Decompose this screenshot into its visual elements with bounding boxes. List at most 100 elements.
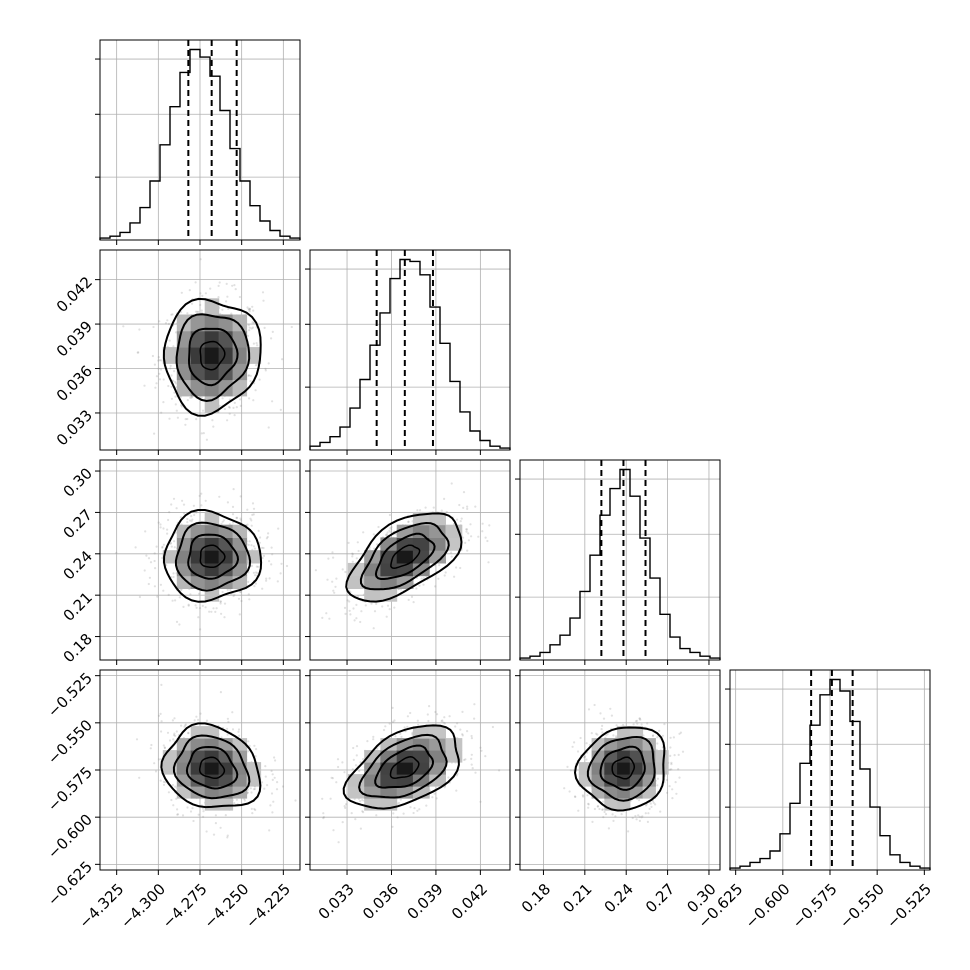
sample-point — [384, 725, 387, 728]
sample-point — [187, 603, 190, 606]
sample-point — [386, 604, 390, 607]
sample-point — [184, 723, 187, 726]
sample-point — [170, 397, 173, 400]
density-cell — [176, 347, 192, 364]
sample-point — [572, 769, 575, 772]
sample-point — [180, 724, 183, 727]
contour-0 — [199, 544, 226, 569]
sample-point — [634, 720, 638, 723]
sample-point — [155, 382, 158, 385]
density-cell — [176, 750, 192, 763]
sample-point — [377, 525, 380, 529]
sample-point — [372, 735, 375, 739]
sample-point — [461, 710, 464, 714]
sample-point — [226, 717, 229, 720]
sample-point — [226, 834, 229, 837]
contour-3 — [162, 297, 262, 417]
sample-point — [251, 321, 254, 324]
sample-point — [250, 791, 253, 794]
sample-point — [231, 505, 235, 508]
sample-point — [469, 523, 472, 526]
sample-point — [675, 792, 678, 795]
sample-point — [229, 588, 232, 592]
sample-point — [134, 546, 137, 549]
panel-2-1 — [305, 459, 511, 665]
sample-point — [180, 291, 183, 294]
sample-point — [473, 717, 476, 720]
density-cell — [604, 786, 618, 799]
density-cell — [380, 774, 398, 787]
sample-point — [375, 814, 378, 817]
sample-point — [231, 513, 235, 516]
density-cell — [380, 786, 398, 799]
sample-point — [586, 794, 589, 797]
density-cell — [396, 750, 414, 763]
sample-point — [189, 396, 192, 399]
x-tick-label: 0.27 — [642, 880, 678, 916]
sample-point — [261, 556, 264, 560]
sample-point — [250, 544, 253, 547]
sample-point — [614, 815, 617, 818]
sample-point — [172, 738, 175, 741]
sample-point — [184, 418, 187, 421]
sample-point — [265, 537, 268, 540]
density-cell — [204, 314, 220, 332]
panel-frame — [519, 669, 721, 871]
sample-point — [615, 724, 618, 727]
sample-point — [182, 605, 185, 609]
sample-point — [335, 577, 338, 580]
sample-point — [178, 623, 181, 626]
sample-point — [171, 599, 174, 602]
sample-point — [169, 367, 172, 370]
sample-point — [598, 807, 601, 811]
sample-point — [252, 545, 255, 548]
x-tick-label: −0.600 — [742, 880, 794, 932]
density-cell — [176, 314, 192, 332]
density-cell — [429, 524, 446, 538]
density-cell — [218, 798, 234, 811]
sample-point — [670, 761, 673, 764]
sample-point — [602, 800, 605, 803]
panel-3-2: 0.18 0.21 0.24 0.27 0.30 — [515, 669, 721, 916]
sample-point — [239, 519, 243, 522]
sample-point — [175, 730, 178, 733]
sample-point — [268, 577, 271, 580]
sample-point — [351, 552, 354, 555]
sample-point — [251, 326, 254, 329]
sample-point — [271, 330, 274, 333]
sample-point — [343, 606, 347, 610]
sample-point — [679, 731, 683, 734]
sample-point — [157, 714, 161, 717]
sample-point — [222, 519, 225, 522]
sample-point — [341, 568, 344, 571]
sample-point — [247, 374, 251, 377]
x-tick-label: 0.18 — [518, 880, 554, 916]
sample-point — [214, 822, 217, 825]
sample-point — [362, 811, 365, 814]
sample-point — [208, 610, 211, 613]
density-cell — [204, 347, 220, 364]
sample-point — [593, 703, 596, 707]
sample-point — [267, 362, 270, 365]
sample-point — [467, 539, 470, 542]
sample-point — [250, 564, 253, 568]
sample-point — [202, 815, 205, 818]
sample-point — [422, 577, 425, 580]
sample-point — [195, 418, 198, 421]
sample-point — [214, 610, 217, 614]
sample-point — [267, 426, 270, 429]
sample-point — [248, 307, 251, 310]
sample-point — [355, 603, 358, 607]
density-cell — [204, 798, 220, 811]
contour-0 — [390, 544, 421, 569]
sample-point — [332, 556, 335, 559]
sample-point — [248, 744, 251, 748]
sample-point — [428, 705, 431, 708]
sample-point — [585, 758, 588, 761]
sample-point — [175, 331, 178, 334]
density-cell — [364, 774, 381, 787]
sample-point — [669, 754, 672, 758]
sample-point — [197, 616, 200, 619]
sample-point — [465, 528, 469, 531]
x-tick-label: 0.039 — [404, 880, 447, 923]
